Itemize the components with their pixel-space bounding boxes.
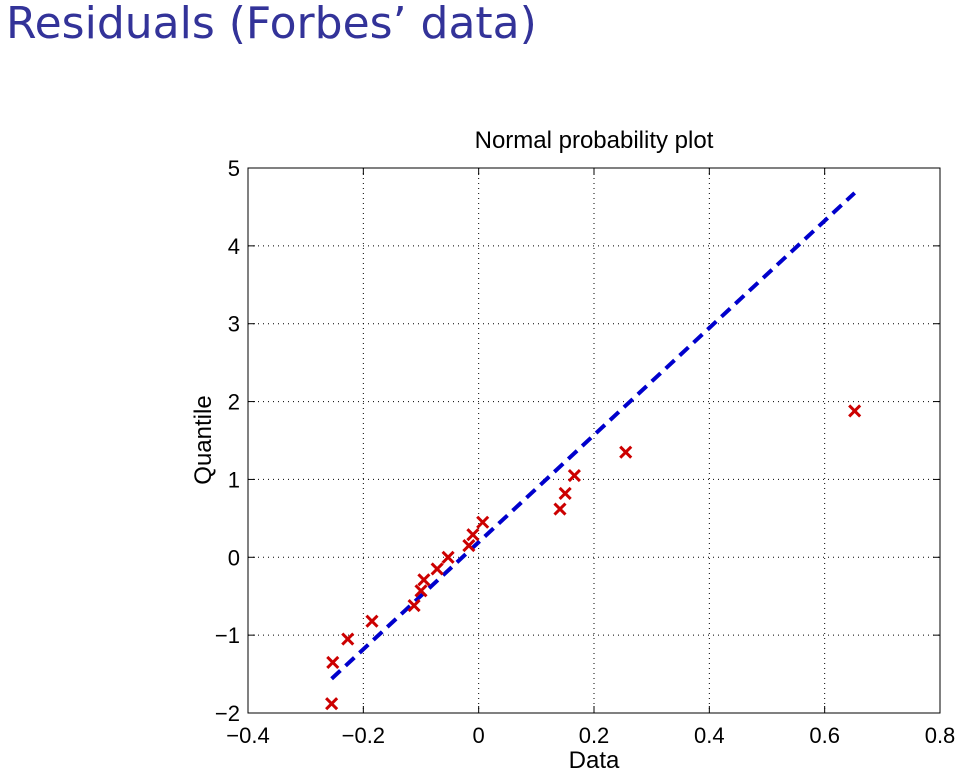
y-tick-label: −2 <box>215 701 240 726</box>
plot-frame <box>247 167 941 714</box>
x-axis-label: Data <box>569 747 620 772</box>
data-point <box>567 468 581 483</box>
y-tick-label: 0 <box>228 545 240 570</box>
x-tick-label: −0.2 <box>342 723 385 748</box>
data-point <box>619 445 633 459</box>
x-tick-label: 0.8 <box>925 723 956 748</box>
data-point <box>848 404 862 418</box>
data-point <box>341 632 355 646</box>
y-tick-label: 1 <box>228 467 240 492</box>
x-axis: −0.4 −0.2 0 0.2 0.4 0.6 0.8 <box>226 168 955 748</box>
data-point <box>417 573 431 587</box>
y-tick-label: 4 <box>228 234 240 259</box>
data-points <box>325 404 862 711</box>
y-tick-label: −1 <box>215 623 240 648</box>
slide-title: Residuals (Forbes’ data) <box>6 0 537 49</box>
data-point <box>441 550 455 564</box>
x-tick-label: 0 <box>473 723 485 748</box>
data-point <box>430 562 444 576</box>
data-point <box>407 598 421 613</box>
x-tick-label: −0.4 <box>226 723 269 748</box>
chart-title: Normal probability plot <box>475 127 714 154</box>
y-tick-label: 2 <box>228 390 240 415</box>
data-point <box>466 528 480 542</box>
y-tick-label: 3 <box>228 312 240 337</box>
y-axis-label: Quantile <box>190 395 217 484</box>
grid-lines <box>248 168 940 713</box>
data-point <box>325 697 339 711</box>
data-point <box>365 614 379 628</box>
data-point <box>553 502 567 516</box>
y-tick-label: 5 <box>228 156 240 181</box>
reference-line-group <box>330 191 857 681</box>
data-point <box>326 655 340 669</box>
data-point <box>414 584 428 598</box>
data-point <box>462 539 476 553</box>
x-tick-label: 0.6 <box>809 723 840 748</box>
reference-line <box>330 191 857 681</box>
x-tick-label: 0.2 <box>579 723 610 748</box>
data-point <box>476 515 490 529</box>
x-tick-label: 0.4 <box>694 723 725 748</box>
data-point <box>558 486 572 501</box>
y-axis: −2 −1 0 1 2 3 4 5 <box>215 156 940 726</box>
